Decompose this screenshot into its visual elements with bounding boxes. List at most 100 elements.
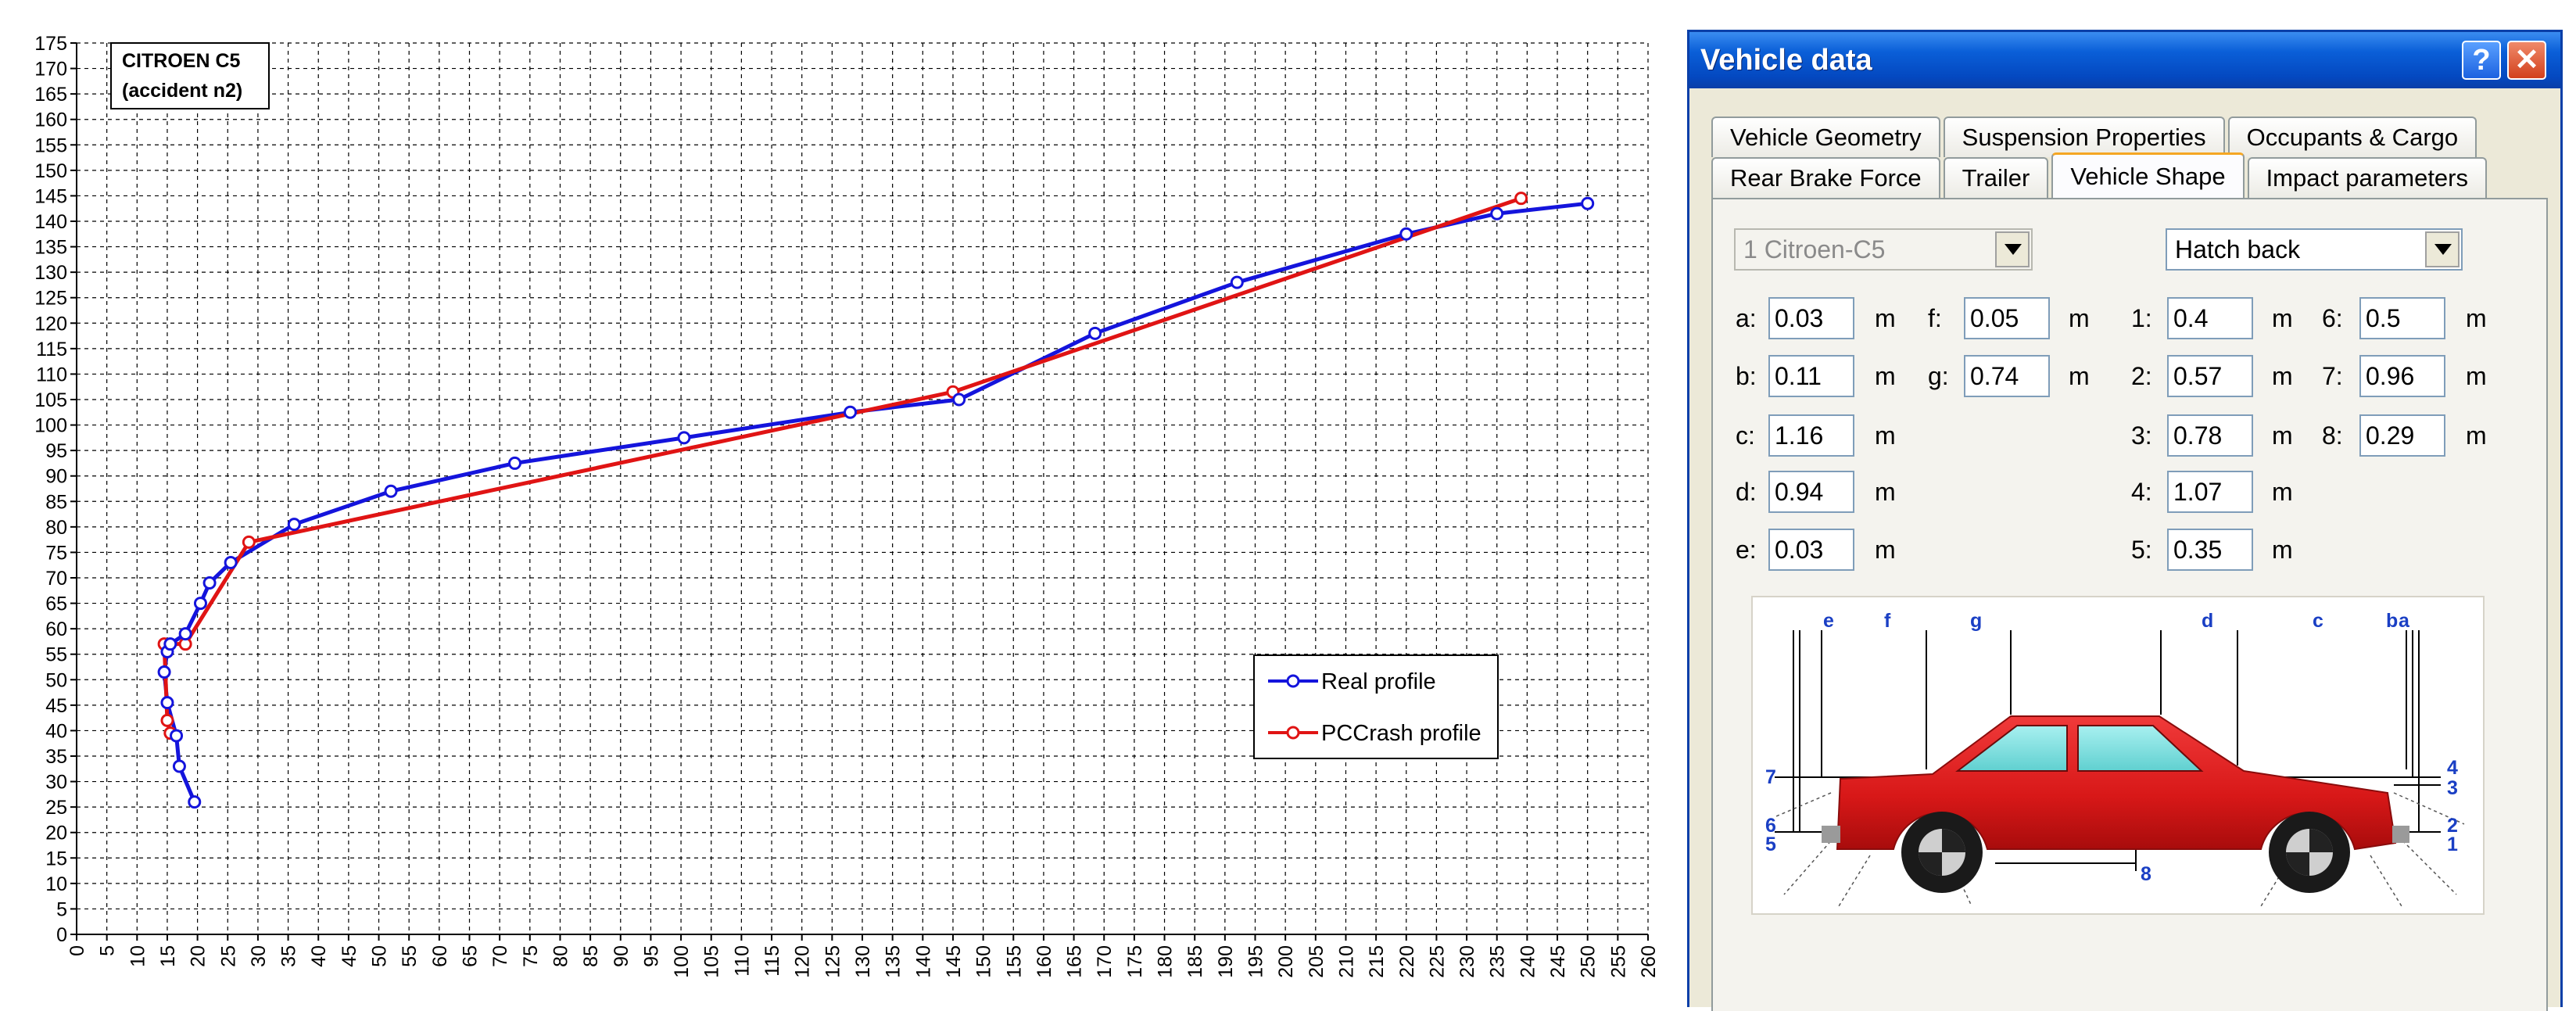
series-1-point bbox=[242, 535, 256, 549]
x-tick-label: 205 bbox=[1306, 945, 1327, 978]
field-a-unit: m bbox=[1875, 304, 1896, 332]
field-5-input[interactable] bbox=[2167, 529, 2253, 571]
x-tick-label: 100 bbox=[671, 945, 693, 978]
x-tick-label: 210 bbox=[1335, 945, 1357, 978]
field-d-input[interactable] bbox=[1768, 471, 1854, 513]
field-a-label: a: bbox=[1736, 304, 1757, 332]
x-tick-label: 60 bbox=[429, 945, 451, 967]
y-tick-label: 100 bbox=[34, 415, 67, 437]
dialog-titlebar[interactable]: Vehicle data ? ✕ bbox=[1689, 32, 2560, 88]
y-tick-label: 40 bbox=[45, 720, 67, 742]
y-tick-label: 160 bbox=[34, 109, 67, 131]
tab-rear-brake-force[interactable]: Rear Brake Force bbox=[1711, 157, 1940, 198]
x-tick-label: 135 bbox=[883, 945, 905, 978]
x-tick-label: 250 bbox=[1578, 945, 1600, 978]
series-0-point bbox=[163, 637, 177, 651]
x-tick-label: 140 bbox=[912, 945, 934, 978]
field-6-input[interactable] bbox=[2359, 297, 2445, 339]
tab-suspension-properties[interactable]: Suspension Properties bbox=[1943, 117, 2225, 157]
legend-label-pccrash: PCCrash profile bbox=[1321, 721, 1481, 746]
y-tick-label: 110 bbox=[36, 364, 67, 385]
field-8-input[interactable] bbox=[2359, 414, 2445, 457]
field-f-unit: m bbox=[2069, 304, 2090, 332]
x-tick-label: 20 bbox=[188, 945, 210, 967]
car-front-bumper bbox=[1822, 826, 1840, 843]
field-4-unit: m bbox=[2272, 478, 2293, 506]
field-2-input[interactable] bbox=[2167, 355, 2253, 397]
field-f-label: f: bbox=[1928, 304, 1942, 332]
x-tick-label: 145 bbox=[943, 945, 965, 978]
dim-label-1: 1 bbox=[2447, 834, 2458, 855]
close-button[interactable]: ✕ bbox=[2507, 41, 2546, 80]
series-0-point bbox=[1399, 227, 1413, 241]
field-8-unit: m bbox=[2466, 421, 2487, 450]
y-tick-label: 15 bbox=[45, 848, 67, 869]
field-1-unit: m bbox=[2272, 304, 2293, 332]
field-8-label: 8: bbox=[2322, 421, 2343, 450]
x-tick-label: 165 bbox=[1064, 945, 1086, 978]
y-tick-label: 115 bbox=[36, 339, 67, 360]
field-c-label: c: bbox=[1736, 421, 1755, 450]
field-4-label: 4: bbox=[2131, 478, 2152, 506]
shape-select[interactable]: Hatch back bbox=[2166, 228, 2463, 271]
field-1-label: 1: bbox=[2131, 304, 2152, 332]
tab-row-top: Vehicle Geometry Suspension Properties O… bbox=[1711, 117, 2480, 157]
field-c-input[interactable] bbox=[1768, 414, 1854, 457]
tab-vehicle-shape[interactable]: Vehicle Shape bbox=[2051, 152, 2245, 198]
field-a-input[interactable] bbox=[1768, 297, 1854, 339]
y-tick-label: 90 bbox=[45, 466, 67, 488]
x-tick-label: 245 bbox=[1547, 945, 1569, 978]
field-b-input[interactable] bbox=[1768, 355, 1854, 397]
series-0-point bbox=[844, 405, 858, 419]
field-e-input[interactable] bbox=[1768, 529, 1854, 571]
tab-vehicle-geometry[interactable]: Vehicle Geometry bbox=[1711, 117, 1940, 157]
dim-label-b: b bbox=[2386, 610, 2398, 632]
field-f-input[interactable] bbox=[1964, 297, 2050, 339]
y-tick-label: 120 bbox=[34, 313, 67, 335]
legend-item-pccrash: PCCrash profile bbox=[1268, 721, 1481, 746]
y-tick-label: 145 bbox=[34, 185, 67, 207]
y-tick-label: 0 bbox=[56, 924, 67, 946]
field-3-input[interactable] bbox=[2167, 414, 2253, 457]
y-tick-label: 60 bbox=[45, 618, 67, 640]
y-tick-label: 65 bbox=[45, 593, 67, 615]
shape-select-arrow-icon[interactable] bbox=[2425, 231, 2460, 267]
y-tick-label: 105 bbox=[34, 389, 67, 411]
legend: Real profile PCCrash profile bbox=[1253, 654, 1499, 759]
y-tick-label: 80 bbox=[45, 517, 67, 539]
series-0-point bbox=[170, 729, 184, 743]
car-wheel-front bbox=[1901, 812, 1983, 893]
field-7-unit: m bbox=[2466, 362, 2487, 390]
y-tick-label: 135 bbox=[34, 237, 67, 259]
tab-trailer[interactable]: Trailer bbox=[1943, 157, 2049, 198]
x-tick-label: 160 bbox=[1034, 945, 1055, 978]
series-0-point bbox=[1088, 326, 1102, 340]
field-4-input[interactable] bbox=[2167, 471, 2253, 513]
y-tick-label: 10 bbox=[45, 873, 67, 895]
field-6-label: 6: bbox=[2322, 304, 2343, 332]
field-7-input[interactable] bbox=[2359, 355, 2445, 397]
tab-impact-parameters[interactable]: Impact parameters bbox=[2247, 157, 2487, 198]
y-tick-label: 70 bbox=[45, 568, 67, 590]
field-1-input[interactable] bbox=[2167, 297, 2253, 339]
help-button[interactable]: ? bbox=[2462, 41, 2501, 80]
tab-occupants-cargo[interactable]: Occupants & Cargo bbox=[2227, 117, 2477, 157]
vehicle-select-arrow-icon[interactable] bbox=[1995, 231, 2030, 267]
y-tick-label: 5 bbox=[56, 898, 67, 920]
x-tick-label: 95 bbox=[640, 945, 662, 967]
dim-label-5: 5 bbox=[1765, 834, 1776, 855]
field-e-label: e: bbox=[1736, 536, 1757, 564]
series-0-point bbox=[160, 696, 174, 710]
field-2-label: 2: bbox=[2131, 362, 2152, 390]
x-tick-label: 15 bbox=[157, 945, 179, 967]
axes bbox=[70, 42, 1649, 941]
x-tick-label: 120 bbox=[792, 945, 814, 978]
vehicle-select[interactable]: 1 Citroen-C5 bbox=[1734, 228, 2033, 271]
y-tick-label: 155 bbox=[34, 134, 67, 156]
field-g-input[interactable] bbox=[1964, 355, 2050, 397]
x-tick-label: 70 bbox=[489, 945, 511, 967]
series-0-point bbox=[952, 393, 966, 407]
x-tick-label: 40 bbox=[308, 945, 330, 967]
x-tick-label: 150 bbox=[973, 945, 995, 978]
shape-select-value: Hatch back bbox=[2175, 235, 2301, 264]
